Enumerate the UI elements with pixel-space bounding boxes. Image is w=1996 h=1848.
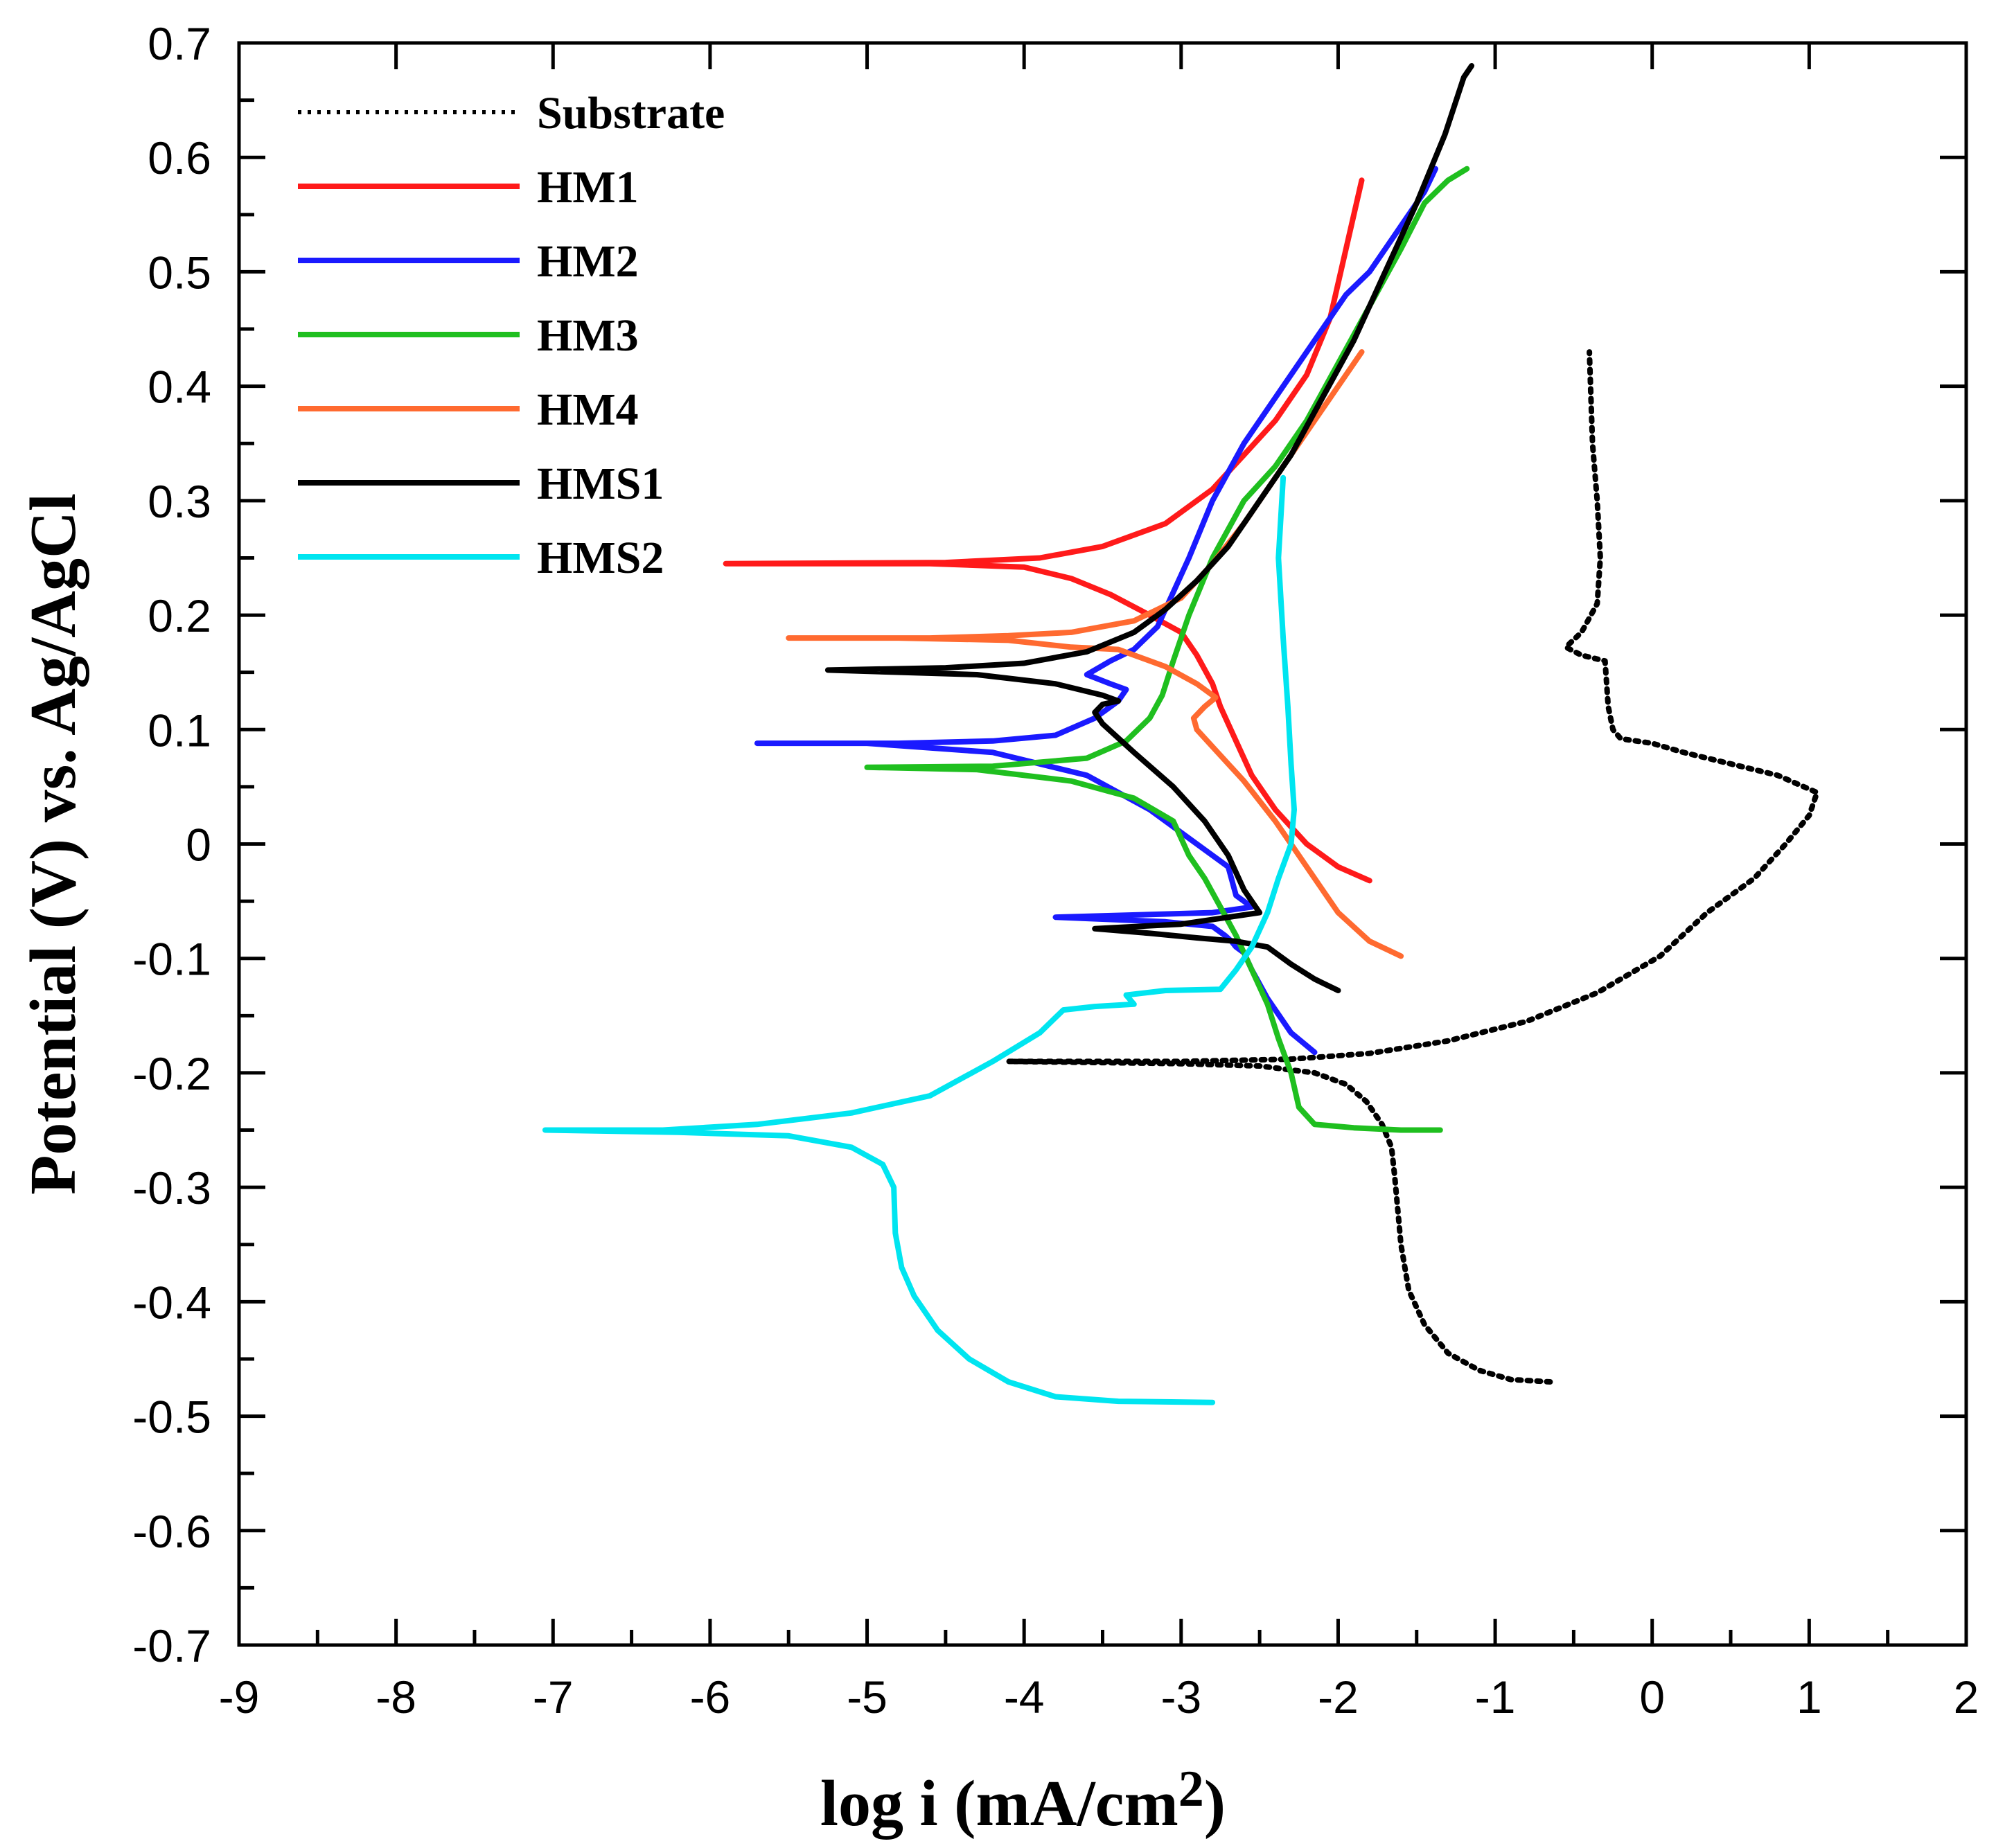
x-tick-label: 2	[1954, 1671, 1979, 1723]
series-line-hms1	[824, 63, 1475, 993]
x-tick-label: -4	[1004, 1671, 1045, 1723]
x-tick-label: -1	[1475, 1671, 1516, 1723]
y-tick-label: 0.4	[148, 362, 211, 413]
x-tick-label: 1	[1796, 1671, 1822, 1723]
x-tick-label: -8	[376, 1671, 416, 1723]
x-axis-title-main: log i (mA/cm	[820, 1768, 1178, 1840]
legend-label-hm3: HM3	[537, 310, 639, 361]
y-tick-label: 0.1	[148, 704, 211, 756]
y-tick-label: -0.4	[132, 1277, 211, 1328]
data-curves	[542, 63, 1820, 1405]
series-line-substrate	[1005, 349, 1820, 1385]
axis-ticks: -9 -8 -7 -6 -5 -4 -3 -2 -1 0 1 2 0.7 0.6 0.5 0.4 0.3 0.2 0…	[132, 18, 1979, 1723]
y-tick-label: 0.3	[148, 476, 211, 527]
series-line-hm2	[754, 166, 1438, 1056]
x-tick-label: -6	[690, 1671, 731, 1723]
y-tick-label: -0.2	[132, 1048, 211, 1099]
legend-label-hm2: HM2	[537, 236, 639, 287]
y-tick-label: 0.2	[148, 590, 211, 641]
legend-label-hms1: HMS1	[537, 459, 664, 509]
y-axis-title: Potential (V) vs. Ag/AgCl	[17, 493, 89, 1195]
y-tick-label: 0	[186, 819, 211, 871]
legend-label-substrate: Substrate	[537, 88, 725, 139]
x-tick-label: -3	[1160, 1671, 1201, 1723]
y-tick-label: -0.6	[132, 1506, 211, 1557]
x-tick-label: -2	[1318, 1671, 1359, 1723]
x-tick-label: -5	[847, 1671, 887, 1723]
series-line-hms2	[542, 474, 1297, 1405]
y-tick-label: -0.1	[132, 934, 211, 985]
y-tick-label: 0.6	[148, 132, 211, 184]
legend-label-hm1: HM1	[537, 162, 639, 213]
series-line-hm1	[723, 177, 1372, 884]
x-tick-label: 0	[1639, 1671, 1665, 1723]
y-tick-label: -0.3	[132, 1162, 211, 1214]
x-axis-title-superscript: 2	[1178, 1761, 1204, 1818]
series-line-hm3	[864, 166, 1470, 1133]
y-tick-label: -0.5	[132, 1392, 211, 1443]
y-tick-label: 0.7	[148, 18, 211, 69]
x-axis-title-tail: )	[1204, 1768, 1226, 1840]
x-tick-label: -9	[219, 1671, 260, 1723]
y-tick-label: -0.7	[132, 1620, 211, 1671]
legend-label-hms2: HMS2	[537, 533, 664, 583]
legend-label-hm4: HM4	[537, 384, 639, 435]
y-tick-label: 0.5	[148, 247, 211, 298]
legend: Substrate HM1 HM2 HM3 HM4 HMS1 HMS2	[298, 88, 725, 583]
x-axis-title: log i (mA/cm2)	[820, 1761, 1226, 1840]
x-tick-label: -7	[533, 1671, 574, 1723]
